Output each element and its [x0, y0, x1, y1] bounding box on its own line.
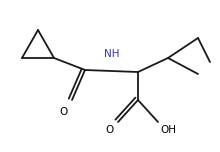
Text: O: O [59, 107, 67, 117]
Text: OH: OH [160, 125, 176, 135]
Text: O: O [106, 125, 114, 135]
Text: NH: NH [104, 49, 120, 59]
